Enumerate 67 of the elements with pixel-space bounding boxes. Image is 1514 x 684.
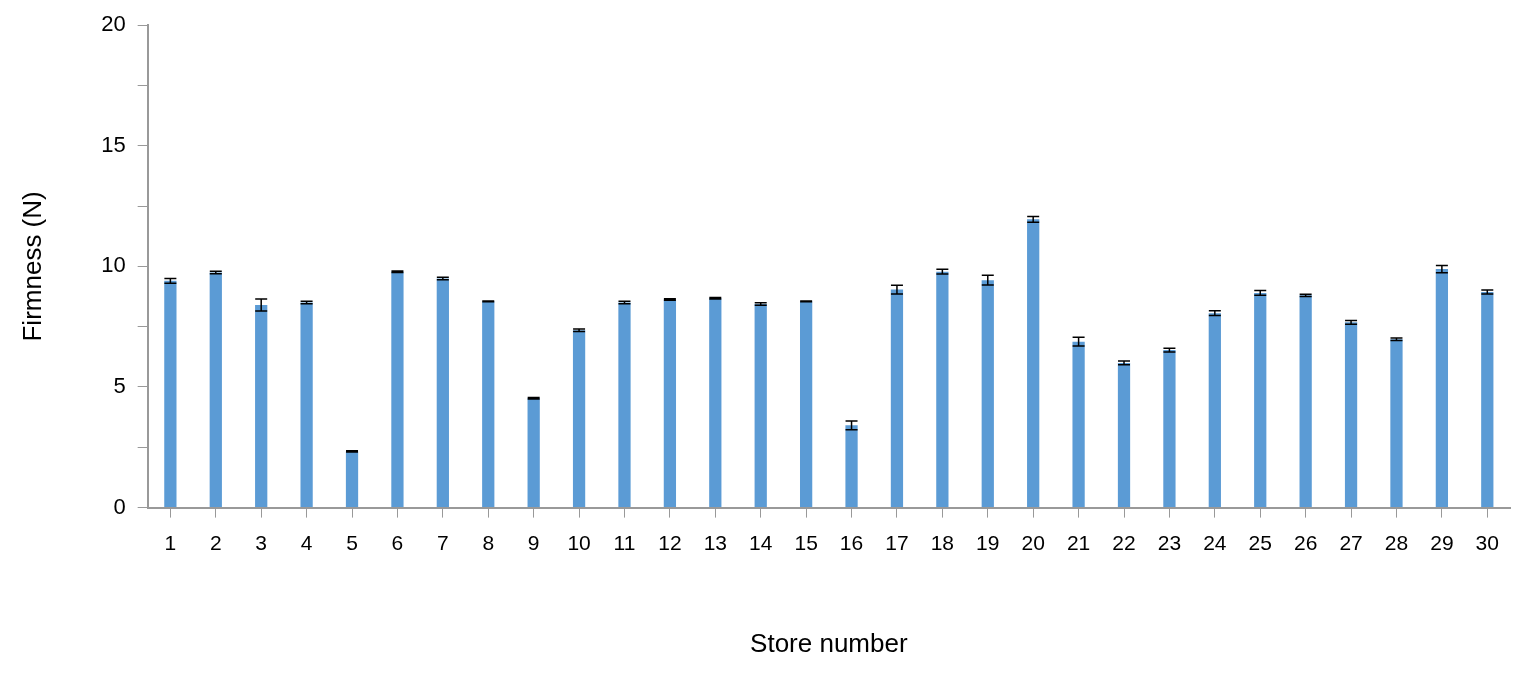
bar [1390, 339, 1403, 508]
x-tick-label: 9 [527, 530, 540, 554]
bar [663, 299, 677, 508]
x-tick-label: 26 [1293, 530, 1318, 554]
bar [754, 304, 767, 508]
x-tick-label: 2 [209, 530, 222, 554]
x-tick-label: 24 [1203, 530, 1227, 554]
bar [1072, 341, 1085, 508]
bar [209, 272, 222, 508]
bar [981, 280, 994, 508]
y-tick-label: 20 [101, 11, 126, 37]
x-tick-label: 28 [1384, 530, 1409, 554]
x-tick-label: 20 [1021, 530, 1045, 554]
bar [1254, 292, 1267, 508]
x-tick-label: 5 [346, 530, 358, 554]
bar [482, 301, 495, 508]
bar [1344, 322, 1358, 508]
y-tick-label: 5 [113, 373, 126, 399]
bar [618, 302, 631, 508]
x-axis-title: Store number [750, 627, 908, 658]
bar [709, 298, 722, 508]
x-tick-label: 11 [613, 530, 636, 554]
bar [572, 330, 586, 508]
x-tick-label: 10 [567, 530, 591, 554]
x-tick-label: 8 [482, 530, 495, 554]
x-tick-label: 30 [1475, 530, 1499, 554]
x-tick-label: 7 [437, 530, 449, 554]
x-tick-label: 13 [703, 530, 727, 554]
bar [300, 302, 313, 508]
x-tick-label: 29 [1430, 530, 1454, 554]
bar [1117, 362, 1131, 508]
x-tick-label: 22 [1112, 530, 1136, 554]
y-axis-title: Firmness (N) [16, 191, 47, 342]
bar [255, 304, 268, 508]
bar [1435, 269, 1449, 508]
x-tick-label: 25 [1248, 530, 1272, 554]
bar [391, 271, 404, 508]
x-tick-label: 21 [1066, 530, 1091, 554]
bar [890, 289, 904, 508]
bar [800, 301, 813, 508]
x-tick-label: 17 [885, 530, 909, 554]
bar [345, 451, 359, 508]
bar [164, 280, 177, 508]
y-tick-label: 15 [101, 131, 126, 157]
x-tick-label: 23 [1157, 530, 1182, 554]
bar [1027, 219, 1040, 508]
y-tick-label: 10 [101, 252, 126, 278]
x-tick-label: 18 [930, 530, 955, 554]
x-tick-label: 14 [749, 530, 773, 554]
bar [1208, 313, 1221, 508]
x-tick-label: 3 [255, 530, 268, 554]
bar [845, 425, 858, 508]
bar [436, 278, 449, 508]
bar [1299, 295, 1312, 508]
x-tick-label: 16 [839, 530, 864, 554]
bar [527, 398, 540, 508]
x-tick-label: 4 [300, 530, 313, 554]
bar [1481, 291, 1494, 508]
x-tick-label: 12 [658, 530, 682, 554]
bar [1163, 350, 1176, 508]
x-tick-label: 6 [391, 530, 404, 554]
bar [936, 271, 949, 508]
x-tick-label: 27 [1339, 530, 1363, 554]
x-tick-label: 15 [794, 530, 818, 554]
x-tick-label: 19 [976, 530, 1000, 554]
x-tick-label: 1 [164, 530, 177, 554]
y-tick-label: 0 [113, 493, 126, 519]
